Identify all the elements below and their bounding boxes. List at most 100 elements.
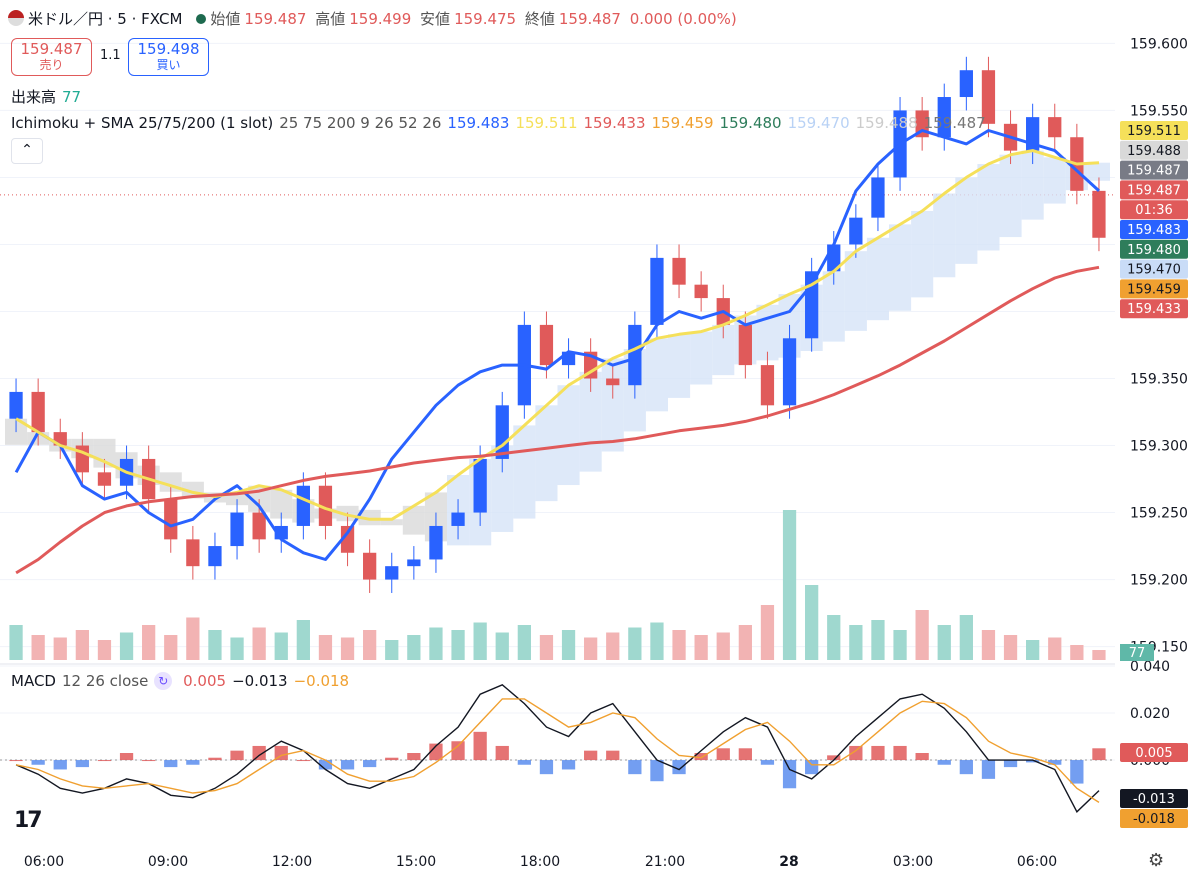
volume-value: 77: [62, 88, 82, 106]
high-value: 159.499: [349, 10, 412, 28]
price-badge-label: 159.487: [1127, 183, 1181, 198]
volume-bar: [650, 622, 664, 660]
macd-badge: [1120, 743, 1188, 762]
gear-icon[interactable]: ⚙: [1148, 850, 1165, 871]
macd-histogram-bar: [1003, 760, 1018, 768]
macd-histogram-bar: [871, 745, 885, 761]
ichimoku-params: 25 75 200 9 26 52 26: [279, 114, 442, 132]
volume-label: 出来高: [11, 88, 57, 106]
volume-bar: [937, 625, 951, 660]
volume-bar: [606, 632, 620, 660]
price-badge: [1120, 160, 1188, 180]
macd-params: 12 26 close: [61, 672, 149, 690]
macd-badge-label: 0.005: [1135, 746, 1172, 761]
ichimoku-value: 159.480: [719, 114, 782, 132]
x-tick-label: 12:00: [272, 854, 312, 870]
ichimoku-value: 159.433: [583, 114, 646, 132]
ichimoku-cloud: [1021, 150, 1044, 220]
ichimoku-value: 159.511: [515, 114, 578, 132]
volume-badge-label: 77: [1129, 646, 1146, 661]
ichimoku-cloud: [535, 405, 558, 502]
y-tick-label: 159.600: [1130, 36, 1188, 52]
macd-histogram-bar: [97, 760, 112, 762]
volume-bar: [363, 630, 377, 660]
macd-histogram-bar: [650, 760, 664, 782]
macd-histogram-bar: [539, 760, 554, 775]
macd-badge: [1120, 789, 1188, 808]
sell-button[interactable]: 159.487 売り: [11, 38, 92, 76]
macd-histogram-bar: [628, 760, 642, 775]
macd-badge-label: -0.018: [1133, 812, 1175, 827]
macd-histogram-bar: [340, 760, 355, 770]
volume-bar: [31, 635, 45, 660]
ichimoku-legend[interactable]: Ichimoku + SMA 25/75/200 (1 slot) 25 75 2…: [11, 114, 998, 132]
macd-histogram-bar: [451, 741, 465, 761]
ichimoku-cloud: [955, 177, 978, 264]
macd-histogram-bar: [1092, 748, 1106, 761]
volume-bar: [1026, 640, 1040, 660]
macd-histogram-bar: [473, 731, 487, 761]
volume-bar: [385, 640, 399, 660]
macd-histogram-bar: [407, 753, 421, 761]
volume-bar: [628, 627, 642, 660]
volume-bar: [451, 630, 465, 660]
tradingview-logo[interactable]: 17: [14, 808, 43, 833]
macd-histogram-bar: [937, 760, 951, 765]
refresh-icon[interactable]: ↻: [154, 672, 173, 690]
candle: [186, 539, 200, 567]
macd-histogram-bar: [385, 757, 399, 761]
price-badge: [1120, 140, 1188, 160]
x-tick-label: 15:00: [396, 854, 436, 870]
x-tick-label: 09:00: [148, 854, 188, 870]
buy-price: 159.498: [137, 40, 200, 58]
macd-histogram-bar: [760, 760, 775, 765]
candle: [385, 566, 399, 580]
macd-histogram-bar: [782, 760, 797, 789]
macd-histogram-bar: [672, 760, 686, 775]
low-value: 159.475: [454, 10, 517, 28]
sell-label: 売り: [39, 58, 64, 72]
ichimoku-cloud: [933, 193, 956, 278]
candle: [363, 552, 377, 580]
ichimoku-values: 159.483 159.511 159.433 159.459 159.480 159.4…: [447, 114, 991, 132]
ichimoku-value: 159.459: [651, 114, 714, 132]
market-status-icon: [196, 14, 207, 24]
ichimoku-cloud: [889, 224, 912, 311]
ichimoku-value: 159.487: [923, 114, 986, 132]
x-tick-label: 06:00: [24, 854, 64, 870]
macd-histogram-bar: [142, 760, 156, 762]
macd-legend[interactable]: MACD 12 26 close ↻ 0.005 −0.013 −0.018: [11, 672, 355, 690]
volume-bar: [805, 585, 819, 660]
buy-button[interactable]: 159.498 買い: [128, 38, 209, 76]
macd-histogram-bar: [738, 748, 752, 761]
volume-bar: [694, 635, 708, 660]
ichimoku-cloud: [690, 331, 713, 385]
macd-histogram-bar: [495, 745, 509, 761]
volume-bar: [495, 632, 509, 660]
x-tick-label: 18:00: [520, 854, 560, 870]
ichimoku-cloud: [999, 154, 1022, 238]
macd-histogram-bar: [561, 760, 576, 770]
ichimoku-cloud: [579, 371, 602, 472]
volume-legend[interactable]: 出来高 77: [11, 86, 87, 107]
ichimoku-cloud: [358, 509, 381, 526]
macd-line: [15, 683, 1100, 813]
macd-histogram-bar: [584, 750, 598, 761]
volume-bar: [1070, 645, 1084, 660]
volume-bar: [274, 632, 288, 660]
volume-bar: [672, 630, 686, 660]
spread-value: 1.1: [100, 48, 121, 63]
x-tick-label: 06:00: [1017, 854, 1057, 870]
price-badge: [1120, 121, 1188, 140]
price-badge-label: 159.487: [1127, 164, 1181, 179]
macd-signal-value: −0.018: [293, 672, 350, 690]
price-badge-label: 159.470: [1127, 263, 1181, 278]
macd-histogram-bar: [915, 753, 929, 761]
candle: [606, 378, 620, 386]
symbol-title[interactable]: 米ドル／円 · 5 · FXCM: [28, 10, 183, 28]
candle: [252, 512, 266, 540]
macd-name: MACD: [11, 672, 56, 690]
collapse-legend-button[interactable]: ⌃: [11, 138, 43, 164]
us-flag-icon: [8, 10, 24, 26]
